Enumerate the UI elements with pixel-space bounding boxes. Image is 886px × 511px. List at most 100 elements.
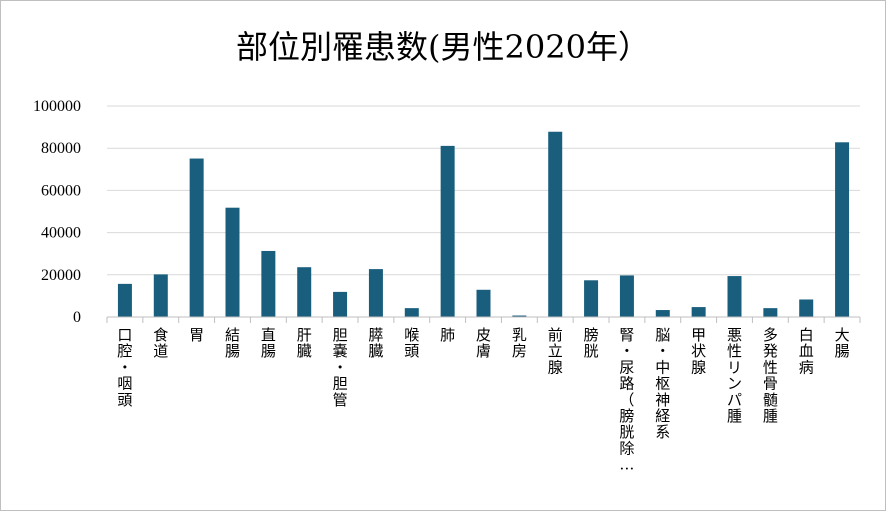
svg-text:リ: リ: [727, 358, 742, 376]
svg-text:前: 前: [548, 326, 563, 344]
svg-text:血: 血: [799, 342, 814, 360]
svg-text:パ: パ: [727, 391, 742, 409]
y-tick-label: 0: [73, 309, 81, 326]
bar-16: [691, 307, 706, 317]
bar-5: [297, 267, 312, 317]
svg-text:性: 性: [763, 358, 778, 376]
x-category-label: 口腔・咽頭: [117, 326, 132, 409]
x-category-label: 膀胱: [584, 326, 599, 360]
bar-8: [404, 308, 419, 317]
svg-text:皮: 皮: [476, 326, 491, 344]
svg-text:尿: 尿: [619, 358, 634, 376]
svg-text:臓: 臓: [368, 342, 383, 360]
svg-text:脳: 脳: [655, 326, 670, 344]
svg-text:・: ・: [333, 358, 348, 376]
svg-text:管: 管: [333, 391, 348, 409]
svg-text:直: 直: [261, 326, 276, 344]
svg-text:ン: ン: [727, 375, 742, 393]
svg-text:（: （: [619, 391, 634, 409]
svg-text:状: 状: [691, 342, 706, 360]
bar-7: [368, 269, 383, 317]
svg-text:咽: 咽: [117, 375, 132, 393]
svg-text:多: 多: [763, 326, 778, 344]
svg-text:肝: 肝: [297, 326, 312, 344]
svg-text:口: 口: [117, 326, 132, 344]
svg-text:胆: 胆: [333, 326, 348, 344]
y-tick-label: 60000: [41, 182, 81, 199]
svg-text:立: 立: [548, 342, 563, 360]
svg-text:喉: 喉: [404, 326, 419, 344]
bar-20: [835, 142, 850, 317]
gridlines: [107, 105, 860, 276]
svg-text:・: ・: [117, 358, 132, 376]
bar-9: [440, 145, 455, 317]
bar-3: [225, 207, 240, 317]
svg-text:・: ・: [655, 342, 670, 360]
x-category-label: 乳房: [512, 326, 527, 360]
x-category-label: 喉頭: [404, 326, 419, 360]
svg-text:膚: 膚: [476, 342, 491, 360]
x-category-label: 大腸: [835, 326, 850, 360]
svg-text:胆: 胆: [333, 375, 348, 393]
svg-text:白: 白: [799, 326, 814, 344]
y-tick-labels: 0 20000 40000 60000 80000 100000: [33, 98, 81, 326]
y-tick-label: 80000: [41, 140, 81, 157]
x-category-label: 胃: [189, 326, 204, 344]
svg-text:枢: 枢: [655, 375, 670, 393]
svg-text:食: 食: [153, 326, 168, 344]
bar-4: [261, 250, 276, 317]
svg-text:道: 道: [153, 342, 168, 360]
svg-text:腺: 腺: [548, 358, 563, 376]
svg-text:路: 路: [619, 375, 634, 393]
x-category-label: 胆嚢・胆管: [333, 326, 348, 409]
x-category-label: 直腸: [261, 326, 276, 360]
svg-text:胱: 胱: [584, 342, 599, 360]
x-category-label: 結腸: [225, 326, 240, 360]
svg-text:系: 系: [655, 423, 670, 441]
bar-2: [189, 158, 204, 317]
svg-text:甲: 甲: [691, 326, 706, 344]
svg-text:大: 大: [835, 326, 850, 344]
bar-1: [153, 274, 168, 317]
svg-text:肺: 肺: [440, 326, 455, 344]
x-category-label: 膵臓: [368, 326, 383, 360]
bar-19: [799, 299, 814, 317]
x-category-label: 肺: [440, 326, 455, 344]
y-tick-label: 100000: [33, 98, 81, 115]
svg-text:発: 発: [763, 342, 778, 360]
svg-text:結: 結: [225, 326, 240, 344]
x-category-label: 前立腺: [548, 326, 563, 376]
x-category-label: 皮膚: [476, 326, 491, 360]
svg-text:胱: 胱: [619, 423, 634, 441]
svg-text:性: 性: [727, 342, 742, 360]
svg-text:膀: 膀: [619, 407, 634, 425]
svg-text:腎: 腎: [619, 326, 634, 344]
svg-text:腫: 腫: [763, 407, 778, 425]
bar-0: [117, 283, 132, 317]
svg-text:悪: 悪: [727, 326, 742, 344]
x-category-label: 甲状腺: [691, 326, 706, 376]
x-category-label: 肝臓: [297, 326, 312, 360]
x-category-label: 白血病: [799, 326, 814, 376]
bar-17: [727, 276, 742, 317]
svg-text:臓: 臓: [297, 342, 312, 360]
svg-text:嚢: 嚢: [333, 342, 348, 360]
svg-text:腔: 腔: [117, 342, 132, 360]
svg-text:頭: 頭: [404, 342, 419, 360]
bar-18: [763, 308, 778, 317]
svg-text:乳: 乳: [512, 326, 527, 344]
svg-text:腸: 腸: [225, 342, 240, 360]
svg-text:髄: 髄: [763, 391, 778, 409]
bar-13: [584, 280, 599, 317]
bars: [117, 131, 850, 317]
y-tick-label: 20000: [41, 267, 81, 284]
svg-text:・: ・: [619, 342, 634, 360]
bar-11: [512, 315, 527, 317]
y-tick-label: 40000: [41, 225, 81, 242]
svg-text:中: 中: [655, 358, 670, 376]
bar-6: [333, 291, 348, 317]
svg-text:腺: 腺: [691, 358, 706, 376]
